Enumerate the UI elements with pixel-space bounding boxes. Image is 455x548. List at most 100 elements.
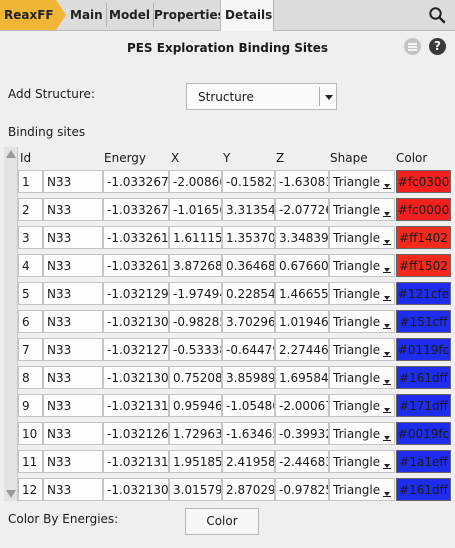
help-icon[interactable]: ?: [429, 38, 446, 55]
shape-select[interactable]: Triangle: [329, 394, 395, 417]
cell-x[interactable]: -2.00866: [169, 170, 222, 193]
cell-name[interactable]: N33: [43, 422, 103, 445]
shape-select[interactable]: Triangle: [329, 254, 395, 277]
scroll-down-icon[interactable]: [6, 490, 16, 498]
cell-id[interactable]: 8: [18, 366, 43, 389]
color-swatch[interactable]: #0019fc: [396, 422, 451, 445]
tab-details[interactable]: Details: [220, 0, 274, 31]
color-swatch[interactable]: #ff1402: [396, 226, 451, 249]
cell-x[interactable]: 1.611157: [169, 226, 222, 249]
cell-name[interactable]: N33: [43, 254, 103, 277]
tab-model[interactable]: Model: [109, 0, 155, 30]
cell-y[interactable]: 2.870296: [222, 478, 275, 501]
tab-properties[interactable]: Properties: [154, 8, 225, 22]
cell-energy[interactable]: -1.0332679: [103, 198, 169, 221]
cell-y[interactable]: 3.859896: [222, 366, 275, 389]
color-swatch[interactable]: #161dff: [396, 366, 451, 389]
cell-y[interactable]: 3.702962: [222, 310, 275, 333]
shape-select[interactable]: Triangle: [329, 422, 395, 445]
cell-z[interactable]: 1.695842: [275, 366, 329, 389]
color-swatch[interactable]: #161dff: [396, 478, 451, 501]
cell-y[interactable]: 0.364683: [222, 254, 275, 277]
add-structure-dropdown[interactable]: Structure: [186, 83, 337, 110]
cell-id[interactable]: 9: [18, 394, 43, 417]
cell-z[interactable]: -0.97825: [275, 478, 329, 501]
cell-y[interactable]: 2.419580: [222, 450, 275, 473]
cell-x[interactable]: -1.01656: [169, 198, 222, 221]
cell-name[interactable]: N33: [43, 478, 103, 501]
cell-y[interactable]: 1.353709: [222, 226, 275, 249]
cell-id[interactable]: 7: [18, 338, 43, 361]
color-swatch[interactable]: #fc0300: [396, 170, 451, 193]
shape-select[interactable]: Triangle: [329, 450, 395, 473]
cell-energy[interactable]: -1.0332617: [103, 254, 169, 277]
cell-name[interactable]: N33: [43, 450, 103, 473]
cell-id[interactable]: 3: [18, 226, 43, 249]
cell-name[interactable]: N33: [43, 338, 103, 361]
cell-x[interactable]: 1.951851: [169, 450, 222, 473]
cell-id[interactable]: 12: [18, 478, 43, 501]
table-scrollbar[interactable]: [4, 147, 18, 501]
cell-z[interactable]: -1.63081: [275, 170, 329, 193]
cell-x[interactable]: 0.752080: [169, 366, 222, 389]
shape-select[interactable]: Triangle: [329, 198, 395, 221]
color-swatch[interactable]: #1a1eff: [396, 450, 451, 473]
cell-name[interactable]: N33: [43, 282, 103, 305]
cell-z[interactable]: -2.00067: [275, 394, 329, 417]
cell-x[interactable]: -0.98285: [169, 310, 222, 333]
cell-y[interactable]: -1.05480: [222, 394, 275, 417]
scroll-up-icon[interactable]: [6, 150, 16, 158]
cell-id[interactable]: 10: [18, 422, 43, 445]
cell-y[interactable]: -0.64479: [222, 338, 275, 361]
cell-energy[interactable]: -1.0321308: [103, 366, 169, 389]
cell-id[interactable]: 4: [18, 254, 43, 277]
shape-select[interactable]: Triangle: [329, 226, 395, 249]
color-swatch[interactable]: #151cff: [396, 310, 451, 333]
cell-energy[interactable]: -1.0321268: [103, 422, 169, 445]
color-swatch[interactable]: #0119fc: [396, 338, 451, 361]
shape-select[interactable]: Triangle: [329, 310, 395, 333]
cell-id[interactable]: 1: [18, 170, 43, 193]
cell-id[interactable]: 2: [18, 198, 43, 221]
cell-z[interactable]: 2.274460: [275, 338, 329, 361]
color-button[interactable]: Color: [185, 508, 259, 535]
shape-select[interactable]: Triangle: [329, 366, 395, 389]
cell-name[interactable]: N33: [43, 198, 103, 221]
cell-y[interactable]: -1.63465: [222, 422, 275, 445]
cell-z[interactable]: 3.348395: [275, 226, 329, 249]
tab-reaxff[interactable]: ReaxFF: [0, 0, 66, 30]
cell-z[interactable]: -2.44683: [275, 450, 329, 473]
cell-z[interactable]: 0.676607: [275, 254, 329, 277]
cell-energy[interactable]: -1.0321306: [103, 478, 169, 501]
cell-energy[interactable]: -1.0332671: [103, 170, 169, 193]
cell-name[interactable]: N33: [43, 394, 103, 417]
cell-z[interactable]: -2.07726: [275, 198, 329, 221]
tab-main[interactable]: Main: [70, 0, 107, 30]
cell-name[interactable]: N33: [43, 310, 103, 333]
shape-select[interactable]: Triangle: [329, 170, 395, 193]
cell-z[interactable]: -0.39932: [275, 422, 329, 445]
color-swatch[interactable]: #121cfe: [396, 282, 451, 305]
shape-select[interactable]: Triangle: [329, 282, 395, 305]
cell-y[interactable]: -0.15822: [222, 170, 275, 193]
cell-x[interactable]: 3.872687: [169, 254, 222, 277]
cell-energy[interactable]: -1.0321305: [103, 310, 169, 333]
cell-energy[interactable]: -1.0332619: [103, 226, 169, 249]
cell-z[interactable]: 1.019469: [275, 310, 329, 333]
color-swatch[interactable]: #171dff: [396, 394, 451, 417]
cell-y[interactable]: 0.228543: [222, 282, 275, 305]
cell-name[interactable]: N33: [43, 226, 103, 249]
cell-id[interactable]: 5: [18, 282, 43, 305]
shape-select[interactable]: Triangle: [329, 338, 395, 361]
cell-id[interactable]: 6: [18, 310, 43, 333]
cell-name[interactable]: N33: [43, 170, 103, 193]
cell-energy[interactable]: -1.0321270: [103, 338, 169, 361]
cell-name[interactable]: N33: [43, 366, 103, 389]
cell-energy[interactable]: -1.0321318: [103, 450, 169, 473]
color-swatch[interactable]: #fc0000: [396, 198, 451, 221]
menu-icon[interactable]: [404, 38, 421, 55]
cell-x[interactable]: 3.015797: [169, 478, 222, 501]
shape-select[interactable]: Triangle: [329, 478, 395, 501]
cell-x[interactable]: -0.53338: [169, 338, 222, 361]
